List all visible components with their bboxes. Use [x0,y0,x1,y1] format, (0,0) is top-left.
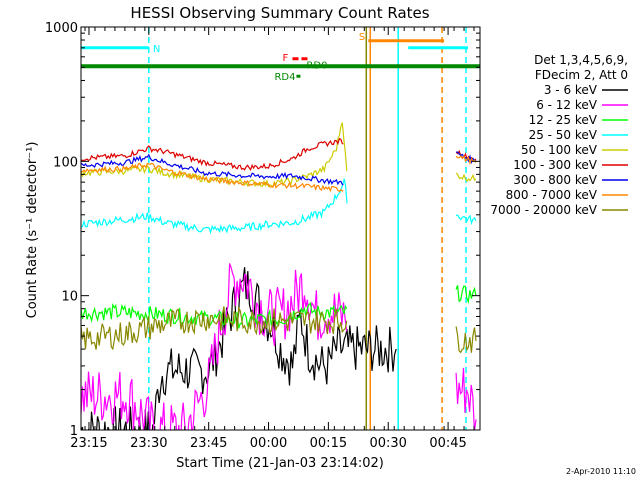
x-tick-label-00-00: 00:00 [250,436,287,451]
x-tick-label-00-30: 00:30 [369,436,406,451]
x-tick-label-00-45: 00:45 [429,436,466,451]
legend-header-0: Det 1,3,4,5,6,9, [534,53,628,67]
legend-label-100-300-kev: 100 - 300 keV [513,158,597,172]
series-line-3-6-kev [81,267,397,430]
plot-area [81,27,480,430]
chart-title: HESSI Observing Summary Count Rates [130,4,429,22]
legend-header-1: FDecim 2, Att 0 [535,68,628,82]
legend-label-25-50-kev: 25 - 50 keV [529,128,598,142]
series-line-6-12-kev [81,263,477,430]
series-line-300-800-kev [81,151,477,186]
footer-date: 2-Apr-2010 11:10 [566,467,636,476]
flag-label-s: S [359,32,365,43]
legend-label-12-25-kev: 12 - 25 keV [529,113,598,127]
series-line-800-7000-kev [81,154,477,193]
x-tick-label-23-45: 23:45 [190,436,227,451]
series-line-25-50-kev [81,178,477,235]
legend-label-7000-20000-kev: 7000 - 20000 keV [490,203,597,217]
x-tick-label-23-15: 23:15 [70,436,107,451]
legend-label-3-6-kev: 3 - 6 keV [544,83,598,97]
x-tick-label-23-30: 23:30 [130,436,167,451]
flag-label-rd0: RD0 [306,60,327,71]
series-line-50-100-kev [81,122,477,188]
legend-label-50-100-kev: 50 - 100 keV [521,143,598,157]
legend: Det 1,3,4,5,6,9,FDecim 2, Att 03 - 6 keV… [490,53,628,217]
legend-label-300-800-kev: 300 - 800 keV [513,173,597,187]
series-line-12-25-kev [81,285,477,329]
flag-label-f: F [282,53,288,64]
x-axis-label: Start Time (21-Jan-03 23:14:02) [176,456,384,471]
flag-label-n: N [153,44,160,55]
legend-label-800-7000-kev: 800 - 7000 keV [506,188,598,202]
y-tick-label-100: 100 [53,155,78,170]
plot-frame [80,26,481,431]
plot-inner [81,27,480,430]
y-tick-label-1000: 1000 [45,21,78,36]
x-tick-label-00-15: 00:15 [310,436,347,451]
axes: N S F RD0 RD4 1 10 100 1000 23:15 23:30 23:45 00:00 0… [45,21,481,451]
y-tick-label-1: 1 [70,424,78,439]
legend-label-6-12-kev: 6 - 12 keV [536,98,598,112]
series-line-7000-20000-kev [81,305,477,354]
flag-label-rd4: RD4 [274,72,295,83]
y-tick-label-10: 10 [61,290,78,305]
y-axis-label: Count Rate (s⁻¹ detector⁻¹) [25,142,40,319]
